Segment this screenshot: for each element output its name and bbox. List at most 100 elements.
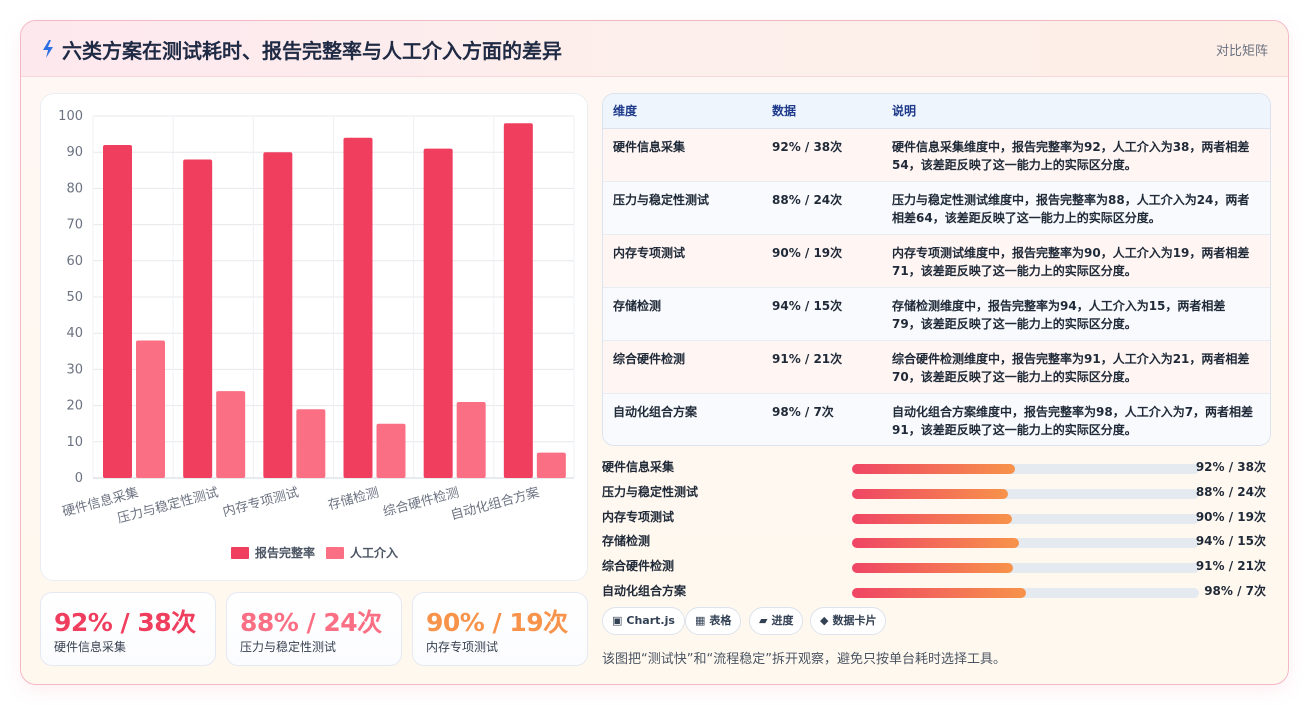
progress-track (852, 488, 1199, 499)
progress-row: 自动化组合方案 98% / 7次 (602, 580, 1271, 605)
pill-chart: ▣ Chart.js (602, 607, 685, 635)
bar-report-completeness (103, 144, 132, 478)
cell-description: 硬件信息采集维度中，报告完整率为92，人工介入为38，两者相差54，该差距反映了… (882, 128, 1270, 182)
table-header-row: 维度 数据 说明 (603, 94, 1270, 129)
bar-report-completeness (263, 152, 293, 478)
progress-fill (852, 563, 1014, 574)
kpi-card: 92% / 38次 硬件信息采集 (40, 592, 216, 666)
pill-label: Chart.js (626, 614, 675, 627)
table-icon: ▦ (695, 614, 706, 627)
bar-manual-intervention (136, 340, 165, 478)
progress-track (852, 563, 1199, 574)
column-header-dimension: 维度 (603, 94, 762, 129)
cell-dimension: 压力与稳定性测试 (603, 181, 762, 235)
progress-label: 综合硬件检测 (602, 559, 675, 574)
cell-description: 综合硬件检测维度中，报告完整率为91，人工介入为21，两者相差70，该差距反映了… (882, 340, 1270, 394)
pill-table: ▦ 表格 (685, 607, 742, 635)
pill-label: 表格 (709, 614, 732, 627)
table-row: 内存专项测试 90% / 19次 内存专项测试维度中，报告完整率为90，人工介入为1… (603, 234, 1270, 288)
progress-row: 硬件信息采集 92% / 38次 (602, 456, 1271, 481)
cell-dimension: 综合硬件检测 (603, 340, 762, 394)
data-table: 维度 数据 说明 硬件信息采集 92% / 38次 硬件信息采集维度中，报告完整率为… (602, 93, 1271, 446)
progress-label: 硬件信息采集 (602, 460, 675, 474)
progress-row: 压力与稳定性测试 88% / 24次 (602, 481, 1271, 506)
progress-value: 98% / 7次 (1204, 583, 1266, 598)
kpi-label: 压力与稳定性测试 (240, 640, 337, 654)
bar-manual-intervention (376, 423, 406, 478)
kpi-card: 90% / 19次内存专项测试 (412, 592, 588, 666)
progress-value: 88% / 24次 (1195, 484, 1266, 499)
card-header: 六类方案在测试耗时、报告完整率与人工介入方面的差异 对比矩阵 (21, 21, 1288, 77)
progress-fill (852, 464, 1016, 474)
pill-progress: ▰ 进度 (749, 607, 804, 635)
progress-icon: ▰ (759, 614, 768, 627)
progress-track (852, 464, 1199, 474)
y-tick-label: 20 (66, 399, 83, 414)
pill-label: 进度 (771, 614, 794, 627)
cell-data: 92% / 38次 (762, 128, 882, 182)
cell-description: 存储检测维度中，报告完整率为94，人工介入为15，两者相差79，该差距反映了这一… (882, 287, 1270, 341)
y-tick-label: 50 (66, 290, 83, 305)
progress-label: 存储检测 (602, 534, 651, 549)
kpi-label: 内存专项测试 (426, 640, 499, 654)
cell-description: 自动化组合方案维度中，报告完整率为98，人工介入为7，两者相差91，该差距反映了… (882, 393, 1270, 445)
cell-data: 98% / 7次 (762, 393, 882, 445)
bar-manual-intervention (536, 452, 566, 478)
column-header-data: 数据 (762, 94, 882, 129)
cell-dimension: 内存专项测试 (603, 234, 762, 288)
cell-data: 94% / 15次 (762, 287, 882, 341)
lightning-icon (43, 40, 53, 58)
pill-label: 数据卡片 (832, 614, 877, 627)
kpi-card: 88% / 24次压力与稳定性测试 (226, 592, 402, 666)
progress-fill (852, 587, 1026, 598)
y-tick-label: 30 (66, 362, 83, 377)
progress-value: 94% / 15次 (1195, 534, 1266, 549)
cell-data: 91% / 21次 (762, 340, 882, 394)
cell-description: 内存专项测试维度中，报告完整率为90，人工介入为19，两者相差71，该差距反映了… (882, 234, 1270, 288)
bar-manual-intervention (216, 391, 246, 478)
bar-chart-panel: 0 10 20 30 40 50 60 70 80 90 100 硬件信息采集 压力与稳定性测试 内存专项… (40, 93, 588, 581)
bar-manual-intervention (296, 409, 326, 478)
y-tick-label: 90 (66, 145, 83, 160)
bar-report-completeness (343, 137, 373, 478)
y-tick-label: 70 (66, 218, 83, 233)
progress-list: 硬件信息采集 92% / 38次 压力与稳定性测试 88% / 24次 内存专项测试 90… (602, 456, 1271, 605)
x-tick-label: 自动化组合方案 (449, 484, 541, 523)
table-row: 自动化组合方案 98% / 7次 自动化组合方案维度中，报告完整率为98，人工介入为… (603, 393, 1270, 445)
x-tick-label: 存储检测 (326, 485, 380, 513)
legend-label: 人工介入 (350, 545, 398, 560)
cell-dimension: 硬件信息采集 (603, 128, 762, 182)
y-tick-label: 0 (75, 471, 83, 486)
chart-icon: ▣ (612, 614, 623, 627)
legend-label: 报告完整率 (255, 545, 315, 560)
bar-report-completeness (423, 148, 453, 478)
progress-fill (852, 538, 1019, 549)
y-tick-label: 100 (58, 109, 83, 124)
progress-fill (852, 513, 1012, 524)
column-header-description: 说明 (882, 94, 1270, 129)
pill-diamond: ◆ 数据卡片 (810, 607, 887, 635)
table-row: 硬件信息采集 92% / 38次 硬件信息采集维度中，报告完整率为92，人工介入为3… (603, 128, 1270, 182)
cell-data: 88% / 24次 (762, 181, 882, 235)
progress-track (852, 513, 1199, 524)
progress-value: 91% / 21次 (1195, 559, 1266, 574)
kpi-value: 88% / 24次 (240, 608, 382, 637)
cell-dimension: 自动化组合方案 (603, 393, 762, 445)
bar-report-completeness (183, 159, 213, 478)
table-row: 压力与稳定性测试 88% / 24次 压力与稳定性测试维度中，报告完整率为88，人工… (603, 181, 1270, 235)
cell-data: 90% / 19次 (762, 234, 882, 288)
kpi-value: 90% / 19次 (426, 608, 568, 637)
y-tick-label: 10 (66, 435, 83, 450)
legend-swatch-manual-intervention (326, 547, 344, 559)
kpi-value: 92% / 38次 (54, 608, 196, 637)
cell-description: 压力与稳定性测试维度中，报告完整率为88，人工介入为24，两者相差64，该差距反… (882, 181, 1270, 235)
diamond-icon: ◆ (820, 614, 829, 627)
y-tick-label: 80 (66, 181, 83, 196)
table-row: 综合硬件检测 91% / 21次 综合硬件检测维度中，报告完整率为91，人工介入为2… (603, 340, 1270, 394)
comparison-card: 六类方案在测试耗时、报告完整率与人工介入方面的差异 对比矩阵 0 10 20 30 40… (20, 20, 1289, 685)
y-tick-label: 60 (66, 254, 83, 269)
header-tag: 对比矩阵 (1215, 44, 1268, 59)
progress-row: 内存专项测试 90% / 19次 (602, 506, 1271, 531)
progress-track (852, 538, 1199, 549)
